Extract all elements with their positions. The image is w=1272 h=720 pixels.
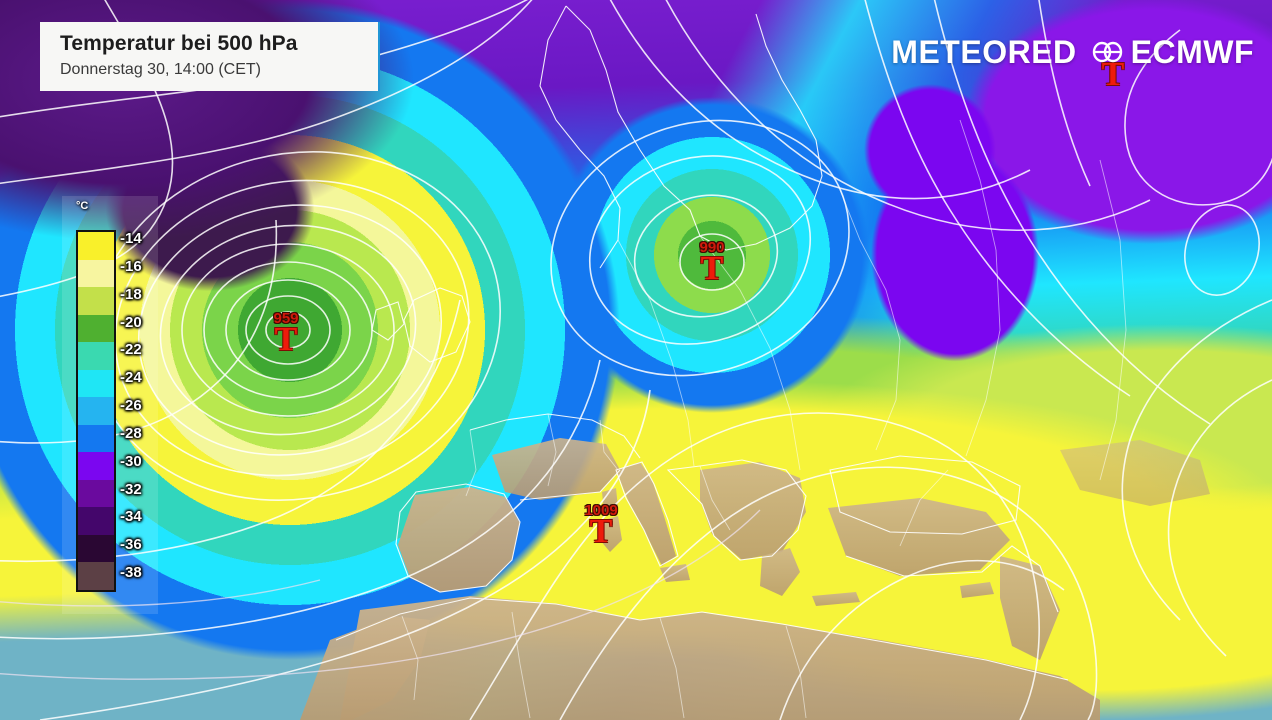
low-pressure-t-icon: T: [589, 513, 613, 550]
pressure-marker-low-959: 959 T: [273, 310, 299, 358]
legend-band--26: [78, 397, 114, 425]
legend-label--24: -24: [120, 369, 142, 387]
legend-label--30: -30: [120, 452, 142, 470]
legend-label--20: -20: [120, 313, 142, 331]
legend-band--36: [78, 534, 114, 563]
low-pressure-t-icon: T: [1101, 56, 1125, 93]
page-title: Temperatur bei 500 hPa: [60, 32, 298, 55]
legend-band--34: [78, 507, 114, 535]
pressure-value-label: 1009: [584, 502, 618, 519]
legend-label--18: -18: [120, 285, 142, 303]
legend-label--38: -38: [120, 564, 142, 582]
legend-band--24: [78, 369, 114, 398]
legend-band--16: [78, 259, 114, 288]
pressure-marker-low-1009: 1009 T: [584, 502, 618, 550]
map-timestamp: Donnerstag 30, 14:00 (CET): [60, 61, 261, 79]
legend-band--28: [78, 424, 114, 453]
legend-band--30: [78, 452, 114, 480]
low-pressure-t-icon: T: [700, 250, 724, 287]
legend-label--36: -36: [120, 536, 142, 554]
legend-band--32: [78, 479, 114, 508]
legend-band--18: [78, 287, 114, 315]
legend-label--14: -14: [120, 230, 142, 247]
legend-band--14: [78, 232, 114, 260]
legend-band--38: [78, 562, 114, 590]
pressure-marker-low-ne: T: [1101, 56, 1125, 93]
legend-label--34: -34: [120, 508, 142, 526]
legend-label--28: -28: [120, 424, 142, 442]
legend-label--26: -26: [120, 397, 142, 415]
pressure-value-label: 990: [699, 239, 725, 256]
low-pressure-t-icon: T: [274, 321, 298, 358]
pressure-marker-low-990: 990 T: [699, 239, 725, 287]
legend-unit-label: °C: [76, 200, 89, 212]
legend-label--22: -22: [120, 341, 142, 359]
legend-label--32: -32: [120, 480, 142, 498]
map-title-card: Temperatur bei 500 hPa Donnerstag 30, 14…: [40, 22, 378, 92]
legend-band--20: [78, 314, 114, 343]
legend-band--22: [78, 342, 114, 370]
temperature-legend: °C -14 -16 -18 -20 -22 -24 -26 -28 -30 -32 -34 -36 -…: [62, 196, 158, 614]
legend-colorbar: [76, 230, 116, 592]
legend-label--16: -16: [120, 257, 142, 275]
pressure-value-label: 959: [273, 310, 299, 327]
legend-tick-labels: -14 -16 -18 -20 -22 -24 -26 -28 -30 -32 -34 -36 -38: [120, 222, 170, 592]
